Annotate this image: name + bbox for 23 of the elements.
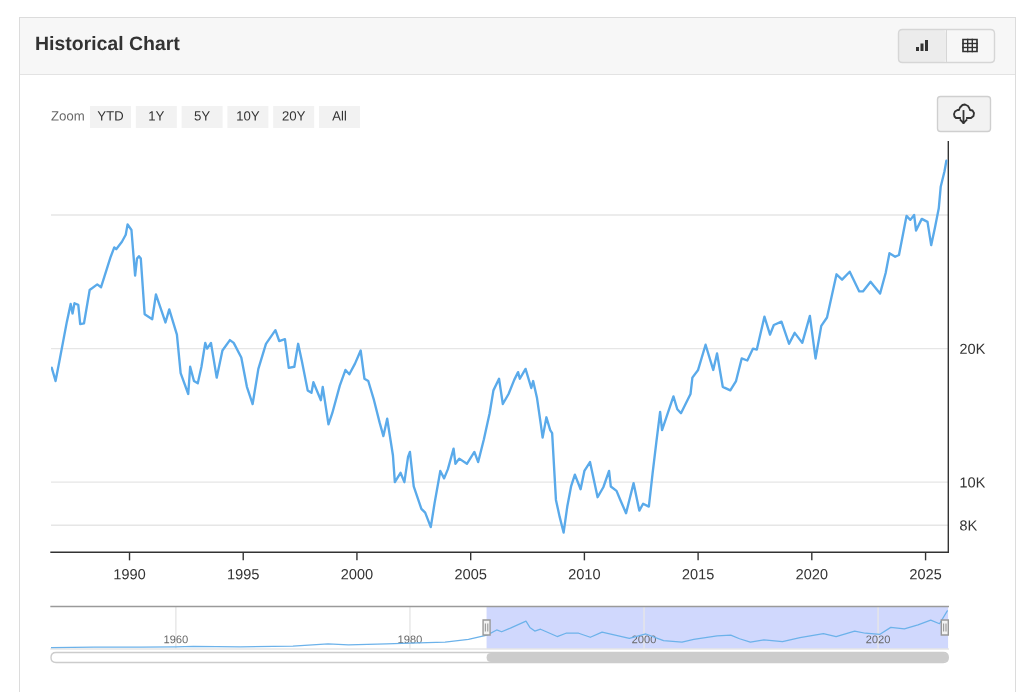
y-tick-label: 20K <box>960 343 986 354</box>
line-series <box>51 159 948 534</box>
y-tick-label: 10K <box>960 477 986 488</box>
text: 1Y <box>149 111 165 121</box>
y-tick-label: 8K <box>960 520 978 531</box>
text: 20Y <box>282 111 306 121</box>
x-tick-label: 2015 <box>682 569 714 580</box>
text: Zoom <box>51 111 84 121</box>
text: YTD <box>97 111 124 121</box>
x-tick-label: 2025 <box>910 569 942 580</box>
x-tick-label: 2020 <box>796 569 828 580</box>
x-tick-label: 2020 <box>866 635 890 644</box>
x-tick-label: 1990 <box>114 569 146 580</box>
x-tick-label: 1995 <box>228 569 259 580</box>
x-tick-label: 2005 <box>455 569 487 580</box>
x-tick-label: 1960 <box>164 635 188 644</box>
x-tick-label: 2010 <box>568 569 601 580</box>
x-tick-label: 2000 <box>341 569 373 580</box>
text: 5Y <box>194 111 210 121</box>
text: All <box>332 110 346 121</box>
x-tick-label: 1980 <box>398 635 422 644</box>
chart-title: Historical Chart <box>36 35 180 51</box>
text: 10Y <box>237 111 260 121</box>
